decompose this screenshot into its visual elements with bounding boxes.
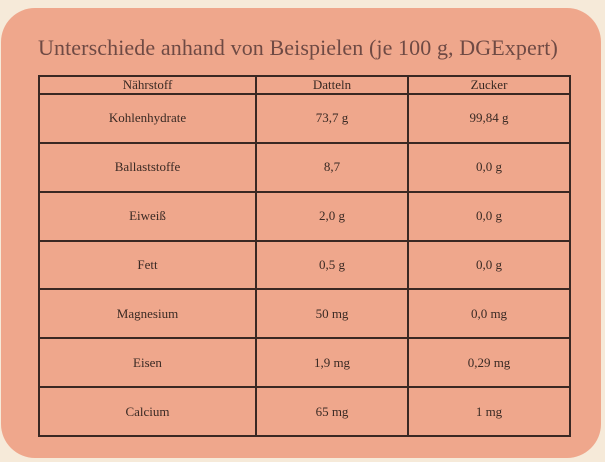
datteln-value-cell: 73,7 g [255,93,409,144]
table-row: Fett 0,5 g 0,0 g [38,239,571,291]
card-title: Unterschiede anhand von Beispielen (je 1… [38,35,558,60]
table-row: Eisen 1,9 mg 0,29 mg [38,337,571,389]
datteln-value-cell: 1,9 mg [255,337,409,389]
table-row: Eiweiß 2,0 g 0,0 g [38,190,571,242]
nutrient-name-cell: Calcium [38,386,257,437]
nutrient-name-cell: Ballaststoffe [38,141,257,193]
zucker-value-cell: 99,84 g [407,93,571,144]
zucker-value-cell: 0,29 mg [407,337,571,389]
header-cell-naehrstoff: Nährstoff [38,75,257,95]
table-row: Calcium 65 mg 1 mg [38,386,571,437]
nutrient-name-cell: Fett [38,239,257,291]
datteln-value-cell: 50 mg [255,288,409,340]
nutrient-name-cell: Eiweiß [38,190,257,242]
info-card: Unterschiede anhand von Beispielen (je 1… [1,8,601,458]
datteln-value-cell: 2,0 g [255,190,409,242]
table-row: Ballaststoffe 8,7 0,0 g [38,141,571,193]
table-row: Magnesium 50 mg 0,0 mg [38,288,571,340]
table-row: Kohlenhydrate 73,7 g 99,84 g [38,93,571,144]
nutrient-comparison-table: Nährstoff Datteln Zucker Kohlenhydrate 7… [38,75,571,437]
zucker-value-cell: 0,0 g [407,190,571,242]
zucker-value-cell: 0,0 mg [407,288,571,340]
table-header-row: Nährstoff Datteln Zucker [38,75,571,95]
nutrient-name-cell: Eisen [38,337,257,389]
nutrient-name-cell: Magnesium [38,288,257,340]
datteln-value-cell: 0,5 g [255,239,409,291]
datteln-value-cell: 8,7 [255,141,409,193]
datteln-value-cell: 65 mg [255,386,409,437]
nutrient-name-cell: Kohlenhydrate [38,93,257,144]
header-cell-datteln: Datteln [255,75,409,95]
zucker-value-cell: 0,0 g [407,239,571,291]
zucker-value-cell: 1 mg [407,386,571,437]
zucker-value-cell: 0,0 g [407,141,571,193]
header-cell-zucker: Zucker [407,75,571,95]
